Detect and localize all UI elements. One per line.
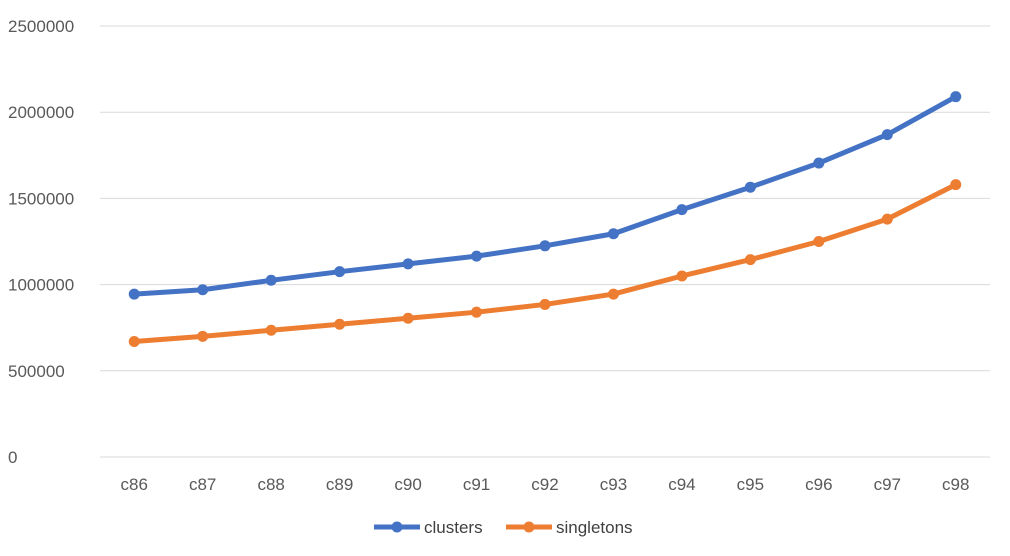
x-tick-label: c92	[531, 475, 558, 494]
x-axis: c86 c87 c88 c89 c90 c91 c92 c93 c94 c95 c96 c97 c98	[121, 475, 970, 494]
x-tick-label: c89	[326, 475, 353, 494]
data-point-clusters-c86	[128, 288, 140, 300]
y-tick-label: 2500000	[8, 17, 74, 36]
data-point-singletons-c95	[744, 254, 756, 266]
data-point-clusters-c96	[813, 157, 825, 169]
data-point-singletons-c86	[128, 335, 140, 347]
data-point-clusters-c98	[950, 91, 962, 103]
legend-item-clusters: clusters	[374, 518, 483, 537]
data-point-singletons-c87	[197, 330, 209, 342]
data-point-clusters-c89	[334, 266, 346, 278]
data-point-singletons-c89	[334, 318, 346, 330]
legend: clusters singletons	[374, 518, 633, 537]
legend-swatch-marker	[523, 521, 535, 533]
x-tick-label: c87	[189, 475, 216, 494]
x-tick-label: c88	[257, 475, 284, 494]
legend-label: clusters	[424, 518, 483, 537]
x-tick-label: c95	[737, 475, 764, 494]
legend-item-singletons: singletons	[506, 518, 633, 537]
series-clusters	[128, 91, 962, 300]
legend-swatch-marker	[391, 521, 403, 533]
data-point-clusters-c92	[539, 240, 551, 252]
series-line-clusters	[131, 94, 959, 297]
data-point-clusters-c90	[402, 258, 414, 270]
data-point-singletons-c94	[676, 270, 688, 282]
data-point-singletons-c97	[881, 213, 893, 225]
x-tick-label: c96	[805, 475, 832, 494]
data-point-clusters-c94	[676, 204, 688, 216]
x-tick-label: c94	[668, 475, 695, 494]
data-point-singletons-c96	[813, 236, 825, 247]
data-point-singletons-c90	[402, 312, 414, 324]
x-tick-label: c91	[463, 475, 490, 494]
y-tick-label: 500000	[8, 362, 65, 381]
data-point-clusters-c95	[744, 181, 756, 193]
legend-label: singletons	[556, 518, 633, 537]
x-tick-label: c98	[942, 475, 969, 494]
data-point-singletons-c98	[950, 179, 962, 191]
series-singletons	[128, 179, 962, 347]
y-axis: 0 500000 1000000 1500000 2000000 2500000	[8, 17, 74, 467]
y-tick-label: 0	[8, 448, 17, 467]
series-line-singletons	[131, 182, 959, 344]
data-point-clusters-c93	[607, 228, 619, 240]
data-point-clusters-c91	[471, 250, 483, 262]
x-tick-label: c93	[600, 475, 627, 494]
x-tick-label: c86	[121, 475, 148, 494]
x-tick-label: c97	[874, 475, 901, 494]
data-point-clusters-c97	[881, 129, 893, 141]
data-point-clusters-c87	[197, 284, 209, 296]
series-layer	[128, 91, 962, 347]
data-point-singletons-c88	[265, 324, 277, 336]
y-tick-label: 1500000	[8, 189, 74, 208]
y-tick-label: 2000000	[8, 103, 74, 122]
data-point-singletons-c91	[471, 306, 483, 318]
data-point-singletons-c93	[607, 288, 619, 300]
data-point-singletons-c92	[539, 298, 551, 310]
y-tick-label: 1000000	[8, 276, 74, 295]
x-tick-label: c90	[394, 475, 421, 494]
data-point-clusters-c88	[265, 274, 277, 286]
